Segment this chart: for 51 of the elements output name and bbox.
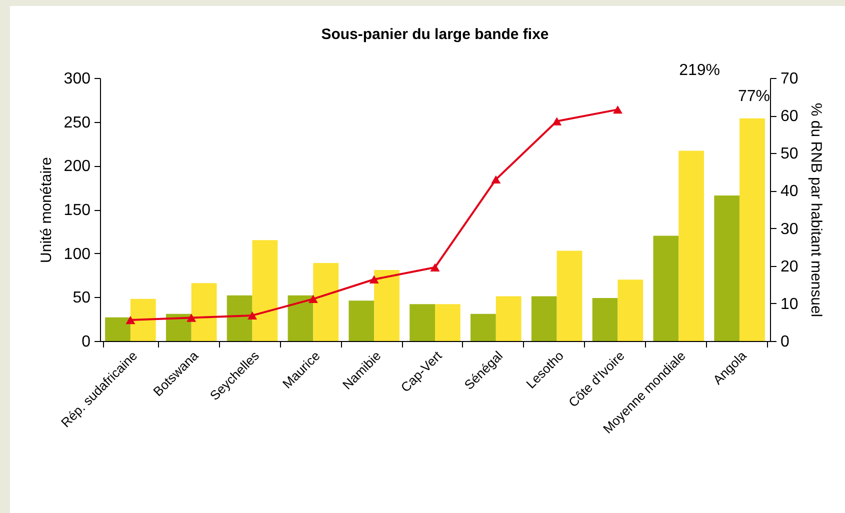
bar [313, 262, 339, 341]
point [491, 175, 501, 184]
point [552, 117, 562, 126]
bar [252, 240, 278, 341]
point [308, 294, 318, 304]
y2-tick-label: 70 [780, 70, 798, 88]
y-tick-label: 150 [64, 202, 91, 219]
bar [592, 298, 618, 341]
y-tick-label: 100 [64, 246, 91, 263]
annotation: 219% [679, 62, 720, 79]
bar [191, 283, 217, 341]
y-tick-label: 50 [72, 290, 91, 307]
bar [678, 150, 704, 341]
y-tick-label: 300 [64, 70, 91, 88]
bar [496, 296, 522, 341]
y-tick-label: 200 [64, 158, 91, 176]
point [186, 314, 196, 322]
bar [105, 317, 130, 341]
chart-title: Sous-panier du large bande fixe [321, 26, 549, 43]
bar [470, 314, 496, 341]
y2-tick-label: 30 [780, 220, 798, 238]
bar [714, 195, 740, 341]
y-axis-title: Unité monétaire [38, 157, 55, 263]
point [248, 311, 258, 320]
y2-tick-label: 40 [780, 183, 798, 200]
y2-tick-label: 50 [780, 146, 798, 163]
bar [348, 300, 374, 341]
y2-tick-label: 0 [780, 334, 790, 350]
bar [166, 314, 192, 341]
bar [653, 236, 679, 341]
bar [556, 250, 582, 341]
y2-axis-title: % du RNB par habitant mensuel [807, 102, 824, 318]
bar [288, 295, 314, 341]
bar [435, 304, 460, 341]
bar [374, 270, 400, 341]
y2-tick-label: 60 [780, 108, 798, 126]
y-tick-label: 0 [82, 334, 91, 350]
bar [740, 118, 765, 341]
bar [226, 295, 252, 341]
point [430, 263, 440, 272]
point [126, 316, 136, 324]
bar [130, 298, 156, 341]
y2-tick-label: 10 [780, 296, 798, 313]
point [612, 105, 622, 114]
bar [410, 304, 435, 341]
point [369, 275, 379, 284]
bar [618, 280, 644, 341]
y2-tick-label: 20 [780, 258, 798, 276]
bar [531, 296, 557, 341]
annotation: 77% [738, 88, 770, 105]
y-tick-label: 250 [64, 114, 91, 132]
